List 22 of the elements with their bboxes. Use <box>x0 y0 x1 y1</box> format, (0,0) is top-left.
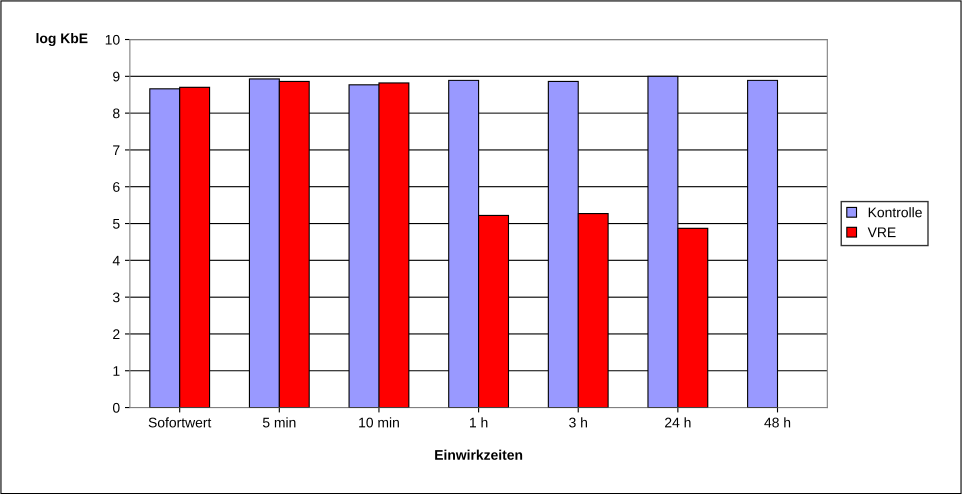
x-tick-label: 48 h <box>764 417 790 428</box>
y-tick-label: 3 <box>112 292 120 302</box>
x-tick-label: 3 h <box>569 417 587 428</box>
y-tick-label: 10 <box>106 34 120 45</box>
y-tick-label: 9 <box>113 72 120 82</box>
y-axis-title: log KbE <box>36 33 88 46</box>
y-tick-label: 6 <box>113 182 120 192</box>
x-tick-label: Sofortwert <box>148 417 212 428</box>
y-tick-label: 7 <box>113 145 120 155</box>
y-tick-label: 1 <box>113 366 120 376</box>
legend-label: VRE <box>868 228 896 238</box>
x-tick-label: 10 min <box>359 417 399 428</box>
x-tick-label: 1 h <box>470 417 488 428</box>
legend-label: Kontrolle <box>868 207 922 218</box>
y-tick-label: 0 <box>112 402 120 413</box>
y-tick-label: 8 <box>113 108 120 118</box>
y-tick-label: 5 <box>112 219 120 229</box>
x-tick-label: 24 h <box>665 417 690 428</box>
y-tick-label: 4 <box>112 256 120 266</box>
x-axis-title: Einwirkzeiten <box>435 450 522 460</box>
x-tick-label: 5 min <box>262 417 296 428</box>
y-tick-label: 2 <box>113 329 120 339</box>
